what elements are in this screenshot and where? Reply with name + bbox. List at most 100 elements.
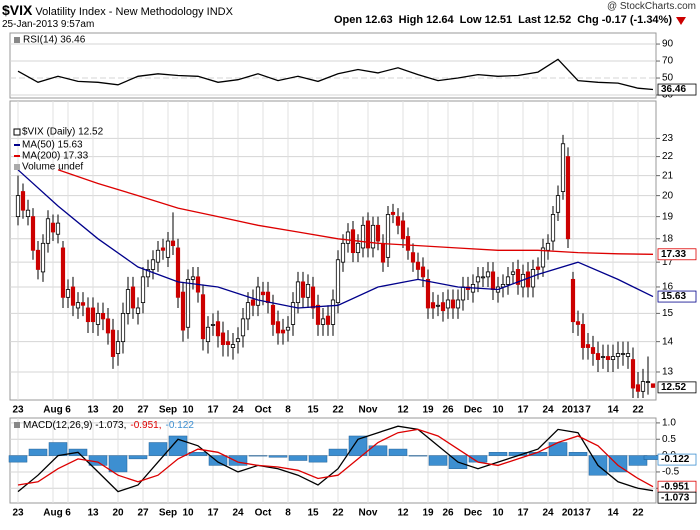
candle-body: [230, 344, 236, 348]
quote-value: 12.63: [365, 14, 393, 26]
value-flag-label: 36.46: [661, 84, 686, 95]
candle-body: [590, 347, 596, 354]
legend-label: -0.122: [166, 420, 195, 431]
candle-body: [550, 214, 556, 242]
candle-body: [340, 242, 346, 263]
panel: [9, 32, 657, 99]
candle-body: [625, 353, 631, 357]
x-tick-label: 7: [585, 508, 591, 519]
candle-body: [540, 247, 546, 268]
quote-label: Chg: [577, 14, 599, 26]
candle-body: [395, 216, 401, 226]
x-tick-label: 17: [517, 508, 529, 519]
legend-label: RSI(14) 36.46: [23, 35, 86, 46]
candle-body: [95, 312, 101, 325]
x-tick-label: 27: [137, 405, 149, 416]
y-tick-label: 1.0: [662, 418, 676, 429]
candle-body: [480, 276, 486, 279]
candle-body: [295, 281, 301, 304]
candle-body: [310, 286, 316, 309]
candle-body: [20, 191, 26, 211]
candle-body: [425, 278, 431, 309]
candle-body: [270, 304, 276, 325]
value-flag-label: -0.122: [661, 454, 690, 465]
value-flag-label: -0.951: [661, 481, 690, 492]
y-tick-label: 21: [662, 170, 674, 181]
candle-body: [365, 220, 371, 249]
candle-body: [260, 291, 266, 296]
x-tick-label: Dec: [464, 508, 483, 519]
candle-body: [430, 302, 436, 309]
candle-body: [140, 276, 146, 304]
x-tick-label: 8: [285, 508, 291, 519]
panel: [9, 100, 657, 401]
candle-body: [555, 195, 561, 213]
x-tick-label: 24: [232, 508, 244, 519]
candle-body: [620, 353, 626, 355]
x-tick-label: 24: [232, 405, 244, 416]
candle-body: [305, 284, 311, 298]
x-tick-label: 8: [285, 405, 291, 416]
candle-body: [125, 289, 131, 314]
x-tick-label: 20: [112, 405, 124, 416]
x-tick-label: 15: [307, 405, 319, 416]
x-tick-label: 10: [182, 405, 194, 416]
candle-body: [605, 356, 611, 360]
x-tick-label: 2013: [562, 405, 585, 416]
macd-line: [17, 425, 654, 493]
candle-body: [275, 321, 281, 334]
candle-body: [100, 312, 106, 320]
x-tick-label: 23: [12, 508, 24, 519]
x-tick-label: 17: [517, 405, 529, 416]
candle-body: [345, 231, 351, 244]
candle-body: [285, 326, 291, 331]
x-tick-label: 20: [112, 508, 124, 519]
candle-body: [60, 247, 66, 298]
histogram-bar: [28, 448, 48, 456]
candle-body: [75, 302, 81, 309]
candle-body: [515, 269, 521, 285]
x-tick-label: 22: [632, 405, 644, 416]
x-tick-label: Oct: [255, 405, 272, 416]
x-tick-label: 10: [182, 508, 194, 519]
value-flag: [657, 381, 697, 394]
candle-body: [115, 341, 121, 354]
value-flag: [657, 248, 697, 261]
candle-body: [175, 247, 181, 298]
histogram-bar: [108, 455, 128, 473]
x-tick-label: Nov: [359, 508, 378, 519]
legend-label: Volume undef: [22, 162, 83, 173]
x-tick-label: 12: [397, 508, 409, 519]
histogram-bar: [548, 442, 568, 456]
candle-body: [600, 356, 606, 358]
candle-body: [250, 299, 256, 306]
candle-body: [90, 307, 96, 323]
candle-body: [70, 286, 76, 306]
x-tick-label: 6: [65, 508, 71, 519]
histogram-bar: [628, 455, 648, 466]
y-tick-label: 90: [662, 39, 674, 50]
candle-body: [290, 302, 296, 325]
x-tick-label: 14: [607, 508, 619, 519]
value-flag-label: 15.63: [661, 291, 686, 302]
y-tick-label: 50: [662, 73, 674, 84]
legend: MACD(12,26,9) -1.073, -0.951, -0.122: [23, 420, 194, 431]
candle-body: [180, 291, 186, 331]
candle-body: [390, 211, 396, 215]
histogram-bar: [348, 435, 368, 456]
histogram-bar: [288, 455, 308, 461]
x-tick-label: 22: [632, 508, 644, 519]
histogram-bar: [328, 448, 348, 456]
candle-body: [385, 214, 391, 258]
moving-average: [17, 169, 654, 309]
quote-value: 12.64: [426, 14, 454, 26]
candle-body: [30, 216, 36, 251]
candle-body: [485, 271, 491, 278]
candle-body: [190, 276, 196, 280]
candle-body: [445, 299, 451, 309]
quote-label: Low: [459, 14, 482, 26]
y-tick-label: 22: [662, 151, 674, 162]
value-flag-label: 12.52: [661, 382, 686, 393]
candle-body: [410, 252, 416, 263]
